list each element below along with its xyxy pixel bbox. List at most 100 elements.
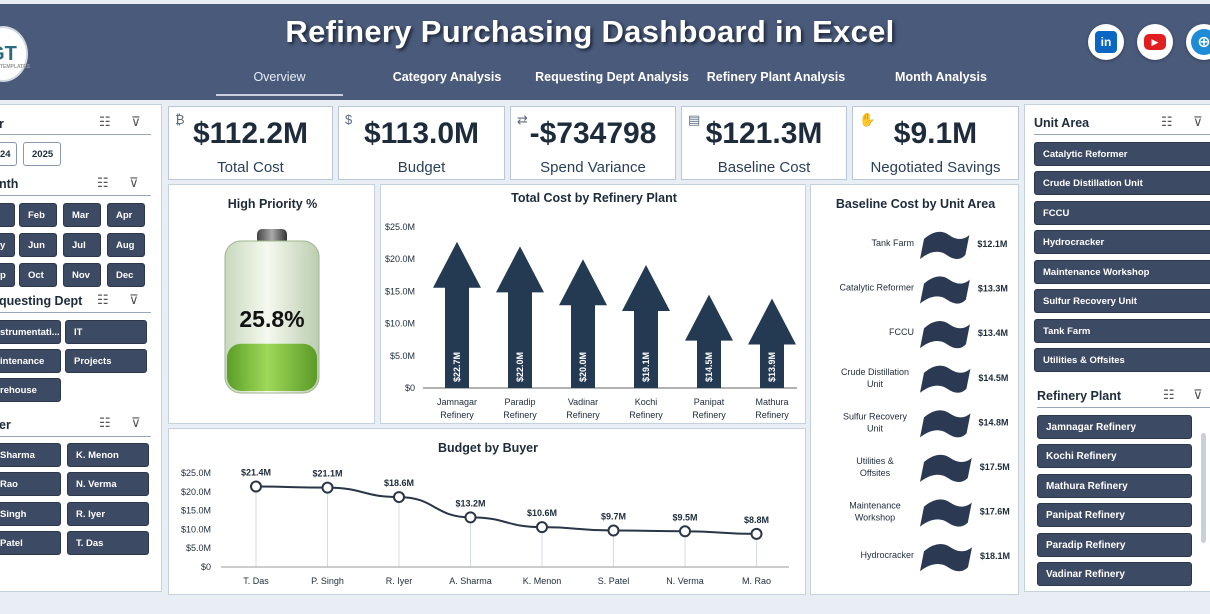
tab-refinery-plant-analysis[interactable]: Refinery Plant Analysis [706,70,846,84]
bar-arrow [748,298,796,388]
multi-select-icon[interactable]: ☷ [97,292,109,307]
unit-area-item[interactable]: Sulfur Recovery Unit [1034,289,1210,313]
bar-data-label: $13.9M [767,352,777,382]
multi-select-icon[interactable]: ☷ [1161,114,1173,129]
clear-filter-icon[interactable]: ⊽ [131,415,141,430]
buyer-item[interactable]: Patel [0,531,61,555]
clear-filter-icon[interactable]: ⊽ [129,292,139,307]
unit-area-item[interactable]: Utilities & Offsites [1034,348,1210,372]
kpi-value: $9.1M [893,117,978,150]
month-item[interactable]: y [0,233,15,257]
unit-area-item[interactable]: FCCU [1034,201,1210,225]
linkedin-button[interactable]: in [1088,24,1124,60]
chart-title: Budget by Buyer [437,441,538,455]
dept-item[interactable]: Projects [65,349,147,373]
plant-item[interactable]: Vadinar Refinery [1037,562,1192,586]
unit-area-item[interactable]: Maintenance Workshop [1034,260,1210,284]
left-slicer-panel: r ☷ ⊽ 24 2025 nth ☷ ⊽ Feb Mar Apr y Jun … [0,104,162,592]
plant-item[interactable]: Jamnagar Refinery [1037,415,1192,439]
month-item[interactable]: Dec [107,263,145,287]
clear-filter-icon[interactable]: ⊽ [1193,387,1203,402]
youtube-button[interactable]: ▶ [1137,24,1173,60]
unit-area-item[interactable]: Hydrocracker [1034,230,1210,254]
year-slicer-title: r [0,117,4,131]
month-item[interactable]: p [0,263,15,287]
x-tick-label: Paradip [504,397,535,407]
money-bag-icon: $ [345,112,353,127]
month-item[interactable]: Apr [107,203,145,227]
multi-select-icon[interactable]: ☷ [99,415,111,430]
dept-item[interactable]: intenance [0,349,61,373]
buyer-item[interactable]: R. Iyer [67,502,149,526]
slicer-divider [1037,407,1210,408]
buyer-item[interactable]: T. Das [67,531,149,555]
unit-area-item[interactable]: Tank Farm [1034,319,1210,343]
clear-filter-icon[interactable]: ⊽ [131,114,141,129]
x-tick-label: Refinery [692,410,726,420]
category-label: Unit [867,423,884,433]
multi-select-icon[interactable]: ☷ [1163,387,1175,402]
slicer-divider [0,312,151,313]
clear-filter-icon[interactable]: ⊽ [129,175,139,190]
month-item[interactable] [0,203,15,227]
clear-filter-icon[interactable]: ⊽ [1193,114,1203,129]
flag-bar [920,231,970,259]
buyer-item[interactable]: Rao [0,472,61,496]
month-item[interactable]: Nov [63,263,101,287]
point-data-label: $18.6M [384,478,414,488]
bar-arrow [622,264,670,388]
month-item[interactable]: Jul [63,233,101,257]
x-tick-label: Kochi [635,397,658,407]
y-tick-label: $0 [405,383,415,393]
x-tick-label: Jamnagar [437,397,477,407]
month-slicer-title: nth [0,177,19,191]
slicer-divider [0,134,151,135]
kpi-baseline-cost: ▤ $121.3M Baseline Cost [681,106,847,180]
multi-select-icon[interactable]: ☷ [97,175,109,190]
slicer-scrollbar[interactable] [1201,433,1206,543]
month-item[interactable]: Aug [107,233,145,257]
data-point [321,481,334,494]
buyer-item[interactable]: N. Verma [67,472,149,496]
multi-select-icon[interactable]: ☷ [99,114,111,129]
tab-overview[interactable]: Overview [216,66,343,96]
year-item[interactable]: 2025 [23,142,61,166]
bar-arrow [496,246,544,388]
y-tick-label: $15.0M [181,506,211,516]
dept-item[interactable]: IT [65,320,147,344]
category-label: Sulfur Recovery [843,411,908,421]
month-item[interactable]: Jun [19,233,57,257]
high-priority-value: 25.8% [239,306,304,332]
website-button[interactable]: ⊕ [1186,24,1210,60]
y-tick-label: $15.0M [385,286,415,296]
year-item[interactable]: 24 [0,142,17,166]
tab-requesting-dept-analysis[interactable]: Requesting Dept Analysis [535,70,689,84]
buyer-item[interactable]: K. Menon [67,443,149,467]
unit-area-item[interactable]: Crude Distillation Unit [1034,171,1210,195]
dept-item[interactable]: strumentati... [0,320,61,344]
plant-item[interactable]: Mathura Refinery [1037,474,1192,498]
dept-item[interactable]: rehouse [0,378,61,402]
y-tick-label: $5.0M [390,351,415,361]
kpi-budget: $ $113.0M Budget [338,106,505,180]
plant-item[interactable]: Kochi Refinery [1037,444,1192,468]
month-item[interactable]: Feb [19,203,57,227]
kpi-total-cost: ₿ $112.2M Total Cost [168,106,333,180]
month-item[interactable]: Mar [63,203,101,227]
data-point [750,527,763,540]
buyer-item[interactable]: Sharma [0,443,61,467]
x-tick-label: P. Singh [311,576,344,586]
plant-item[interactable]: Panipat Refinery [1037,503,1192,527]
x-tick-label: Mathura [755,397,788,407]
month-item[interactable]: Oct [19,263,57,287]
buyer-item[interactable]: Singh [0,502,61,526]
kpi-value: $121.3M [705,117,823,150]
unit-area-item[interactable]: Catalytic Reformer [1034,142,1210,166]
x-tick-label: Refinery [503,410,537,420]
bar-data-label: $17.5M [980,462,1010,472]
flag-bar [920,499,972,527]
plant-item[interactable]: Paradip Refinery [1037,533,1192,557]
tab-month-analysis[interactable]: Month Analysis [895,70,987,84]
tab-category-analysis[interactable]: Category Analysis [392,70,502,84]
x-tick-label: Panipat [694,397,725,407]
